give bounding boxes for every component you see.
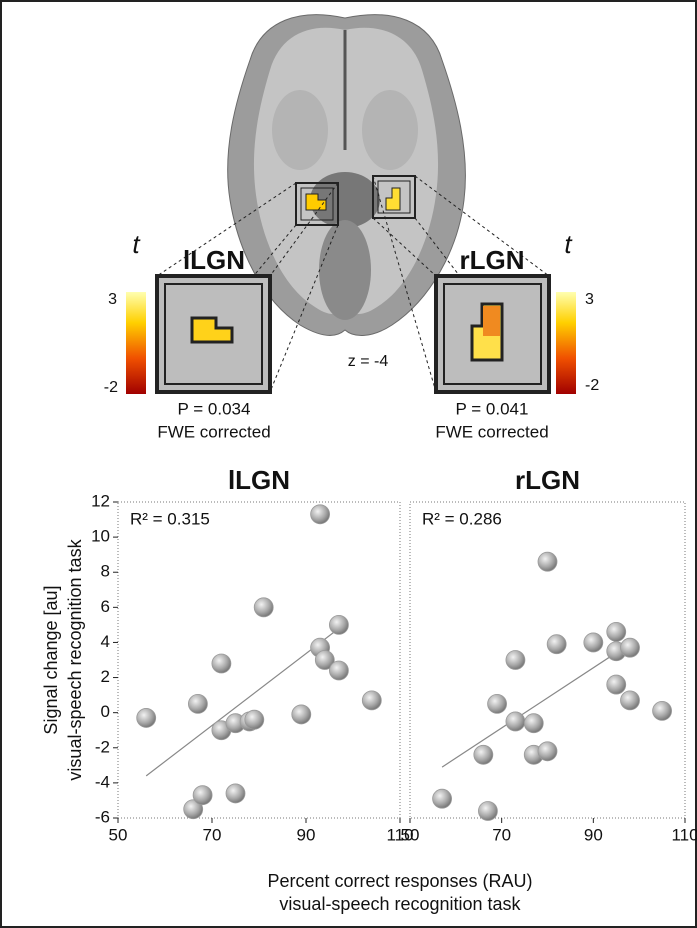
colorbar-max: 3 [585,291,594,308]
data-point [506,712,525,731]
y-tick-label: -6 [95,807,110,826]
data-point [292,705,311,724]
y-tick-label: 2 [101,667,110,686]
annotation: R² = 0.315 [130,509,210,528]
data-point [547,635,566,654]
data-point [584,633,603,652]
p-value: P = 0.041 [456,399,529,418]
colorbar-min: -2 [104,379,118,396]
data-point [607,622,626,641]
y-tick-label: -4 [95,772,110,791]
colorbar [126,292,146,394]
data-point [311,505,330,524]
x-tick-label: 110 [671,825,697,844]
colorbar-max: 3 [108,291,117,308]
annotation: R² = 0.286 [422,509,502,528]
figure: t t 3 -2 3 -2 lLGN rLGN z = -4 P = 0.034… [0,0,697,928]
colorbar-label: t [132,229,141,259]
slice-label: z = -4 [348,353,389,370]
colorbar-min: -2 [585,377,599,394]
x-axis-label: visual-speech recognition task [279,894,521,914]
x-tick-label: 70 [492,825,511,844]
chart-title: lLGN [228,465,290,495]
correction: FWE corrected [157,422,270,441]
data-point [621,691,640,710]
data-point [538,552,557,571]
p-value: P = 0.034 [178,399,251,418]
data-point [506,651,525,670]
data-point [621,638,640,657]
fit-line [146,628,339,775]
y-axis-label: visual-speech recognition task [65,538,85,780]
data-point [478,801,497,820]
data-point [607,675,626,694]
data-point [329,661,348,680]
data-point [433,789,452,808]
data-point [329,615,348,634]
y-tick-label: 8 [101,562,110,581]
y-tick-label: 4 [101,632,110,651]
chart-title: rLGN [515,465,580,495]
plot-frame [410,502,685,818]
y-tick-label: 12 [91,491,110,510]
x-tick-label: 70 [203,825,222,844]
data-point [474,745,493,764]
correction: FWE corrected [435,422,548,441]
y-tick-label: 6 [101,597,110,616]
data-point [653,701,672,720]
data-point [188,694,207,713]
data-point [488,694,507,713]
y-tick-label: -2 [95,737,110,756]
y-axis-label: Signal change [au] [41,585,61,734]
y-tick-label: 0 [101,702,110,721]
x-tick-label: 90 [297,825,316,844]
roi-label: lLGN [183,245,245,275]
data-point [137,708,156,727]
y-tick-label: 10 [91,527,110,546]
x-tick-label: 90 [584,825,603,844]
x-tick-label: 50 [401,825,420,844]
data-point [362,691,381,710]
plot-frame [118,502,400,818]
data-point [212,654,231,673]
colorbar-label: t [564,229,573,259]
roi-label: rLGN [460,245,525,275]
x-axis-label: Percent correct responses (RAU) [267,871,532,891]
data-point [524,714,543,733]
data-point [226,784,245,803]
x-tick-label: 50 [109,825,128,844]
data-point [254,598,273,617]
data-point [538,742,557,761]
data-point [245,710,264,729]
data-point [193,786,212,805]
colorbar [556,292,576,394]
